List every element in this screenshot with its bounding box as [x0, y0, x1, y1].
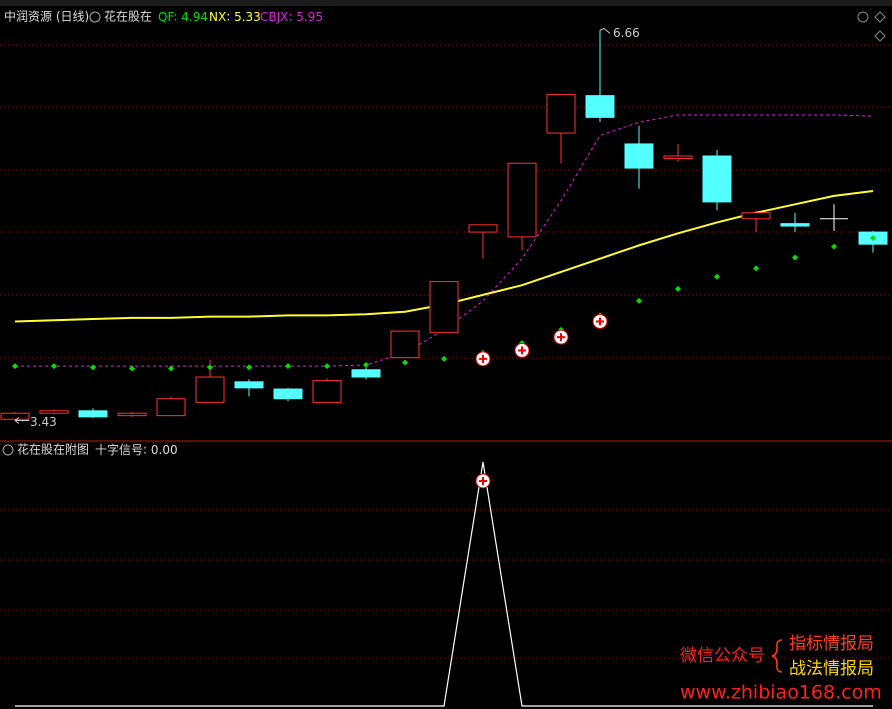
dot: [831, 243, 837, 250]
legend-name: 十字信号: [95, 442, 143, 457]
dot: [129, 365, 135, 372]
legend-name: CBJX: [260, 10, 288, 24]
candle-body: [780, 223, 810, 227]
settings-icon[interactable]: [2, 444, 14, 456]
signal-line: [15, 461, 873, 707]
candle-body: [468, 224, 498, 233]
dot: [792, 254, 798, 261]
dot: [90, 364, 96, 371]
legend-value: 5.95: [296, 10, 323, 24]
panel-toggle[interactable]: [874, 11, 886, 23]
watermark-brand: 指标情报局: [789, 634, 874, 654]
candle-body: [624, 143, 654, 169]
legend-name: QF: [158, 10, 174, 24]
dot: [246, 364, 252, 371]
candle-body: [39, 410, 69, 414]
candle-body: [273, 388, 303, 400]
dot: [12, 363, 18, 370]
legend-nx: NX: 5.33: [209, 10, 261, 24]
cross-signal: [553, 329, 569, 345]
panel-toggle[interactable]: [874, 30, 886, 42]
sub-title: 花在股在附图: [17, 442, 89, 457]
dot: [636, 297, 642, 304]
candle-body: [234, 381, 264, 389]
dot: [753, 265, 759, 272]
candle-body: [585, 95, 615, 118]
legend-qf: QF: 4.94: [158, 10, 208, 24]
low-label: 3.43: [30, 415, 57, 429]
high-label: 6.66: [613, 26, 640, 40]
candle-body: [546, 93, 576, 134]
candle-body: [663, 155, 693, 159]
candle-body: [429, 281, 459, 333]
dot: [51, 363, 57, 370]
dot: [675, 285, 681, 292]
dot: [285, 363, 291, 370]
candle-body: [195, 376, 225, 403]
dot: [324, 363, 330, 370]
watermark-brand: 战法情报局: [789, 659, 874, 679]
candle-body: [78, 410, 108, 418]
toolbar-strip: [0, 0, 892, 6]
cross-signal: [475, 473, 491, 489]
watermark-text: 微信公众号: [680, 646, 765, 666]
legend-cbjx: CBJX: 5.95: [260, 10, 323, 24]
cross-signal: [514, 342, 530, 358]
dot: [207, 364, 213, 371]
dot: [363, 361, 369, 368]
chart-title: 中润资源 (日线): [4, 9, 89, 24]
legend-name: NX: [209, 10, 226, 24]
dot: [168, 365, 174, 372]
sub-legend: 十字信号: 0.00: [95, 442, 178, 457]
candle-body: [390, 330, 420, 359]
watermark-url: www.zhibiao168.com: [680, 682, 882, 704]
legend-value: 0.00: [151, 443, 178, 457]
candle-body: [507, 162, 537, 238]
indicator-name: 花在股在: [104, 9, 152, 24]
candle-body: [117, 412, 147, 417]
dot: [714, 273, 720, 280]
candle-body: [0, 412, 30, 420]
dot: [441, 355, 447, 362]
main-grid: [0, 44, 892, 359]
candle-body: [702, 155, 732, 203]
cross-signal: [475, 351, 491, 367]
brace: [771, 639, 783, 673]
candle-body: [312, 380, 342, 403]
legend-value: 5.33: [234, 10, 261, 24]
dot: [402, 359, 408, 366]
high-pointer: [599, 27, 611, 34]
low-pointer: [14, 417, 29, 424]
settings-icon[interactable]: [89, 11, 101, 23]
dot: [870, 235, 876, 242]
sub-grid: [0, 509, 892, 659]
settings-icon[interactable]: [857, 11, 869, 23]
cross-signal: [592, 313, 608, 329]
candle-body: [741, 212, 771, 220]
candle-body: [156, 398, 186, 417]
candle-body: [351, 369, 381, 378]
legend-value: 4.94: [181, 10, 208, 24]
